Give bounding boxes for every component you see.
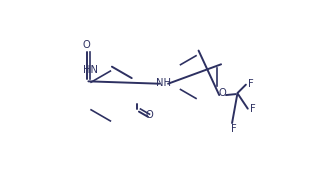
Text: O: O <box>219 88 227 98</box>
Text: HN: HN <box>83 65 98 74</box>
Text: O: O <box>82 40 90 50</box>
Text: O: O <box>146 110 154 120</box>
Text: F: F <box>231 124 236 134</box>
Text: F: F <box>248 79 254 89</box>
Text: NH: NH <box>156 78 171 88</box>
Text: F: F <box>250 104 256 114</box>
